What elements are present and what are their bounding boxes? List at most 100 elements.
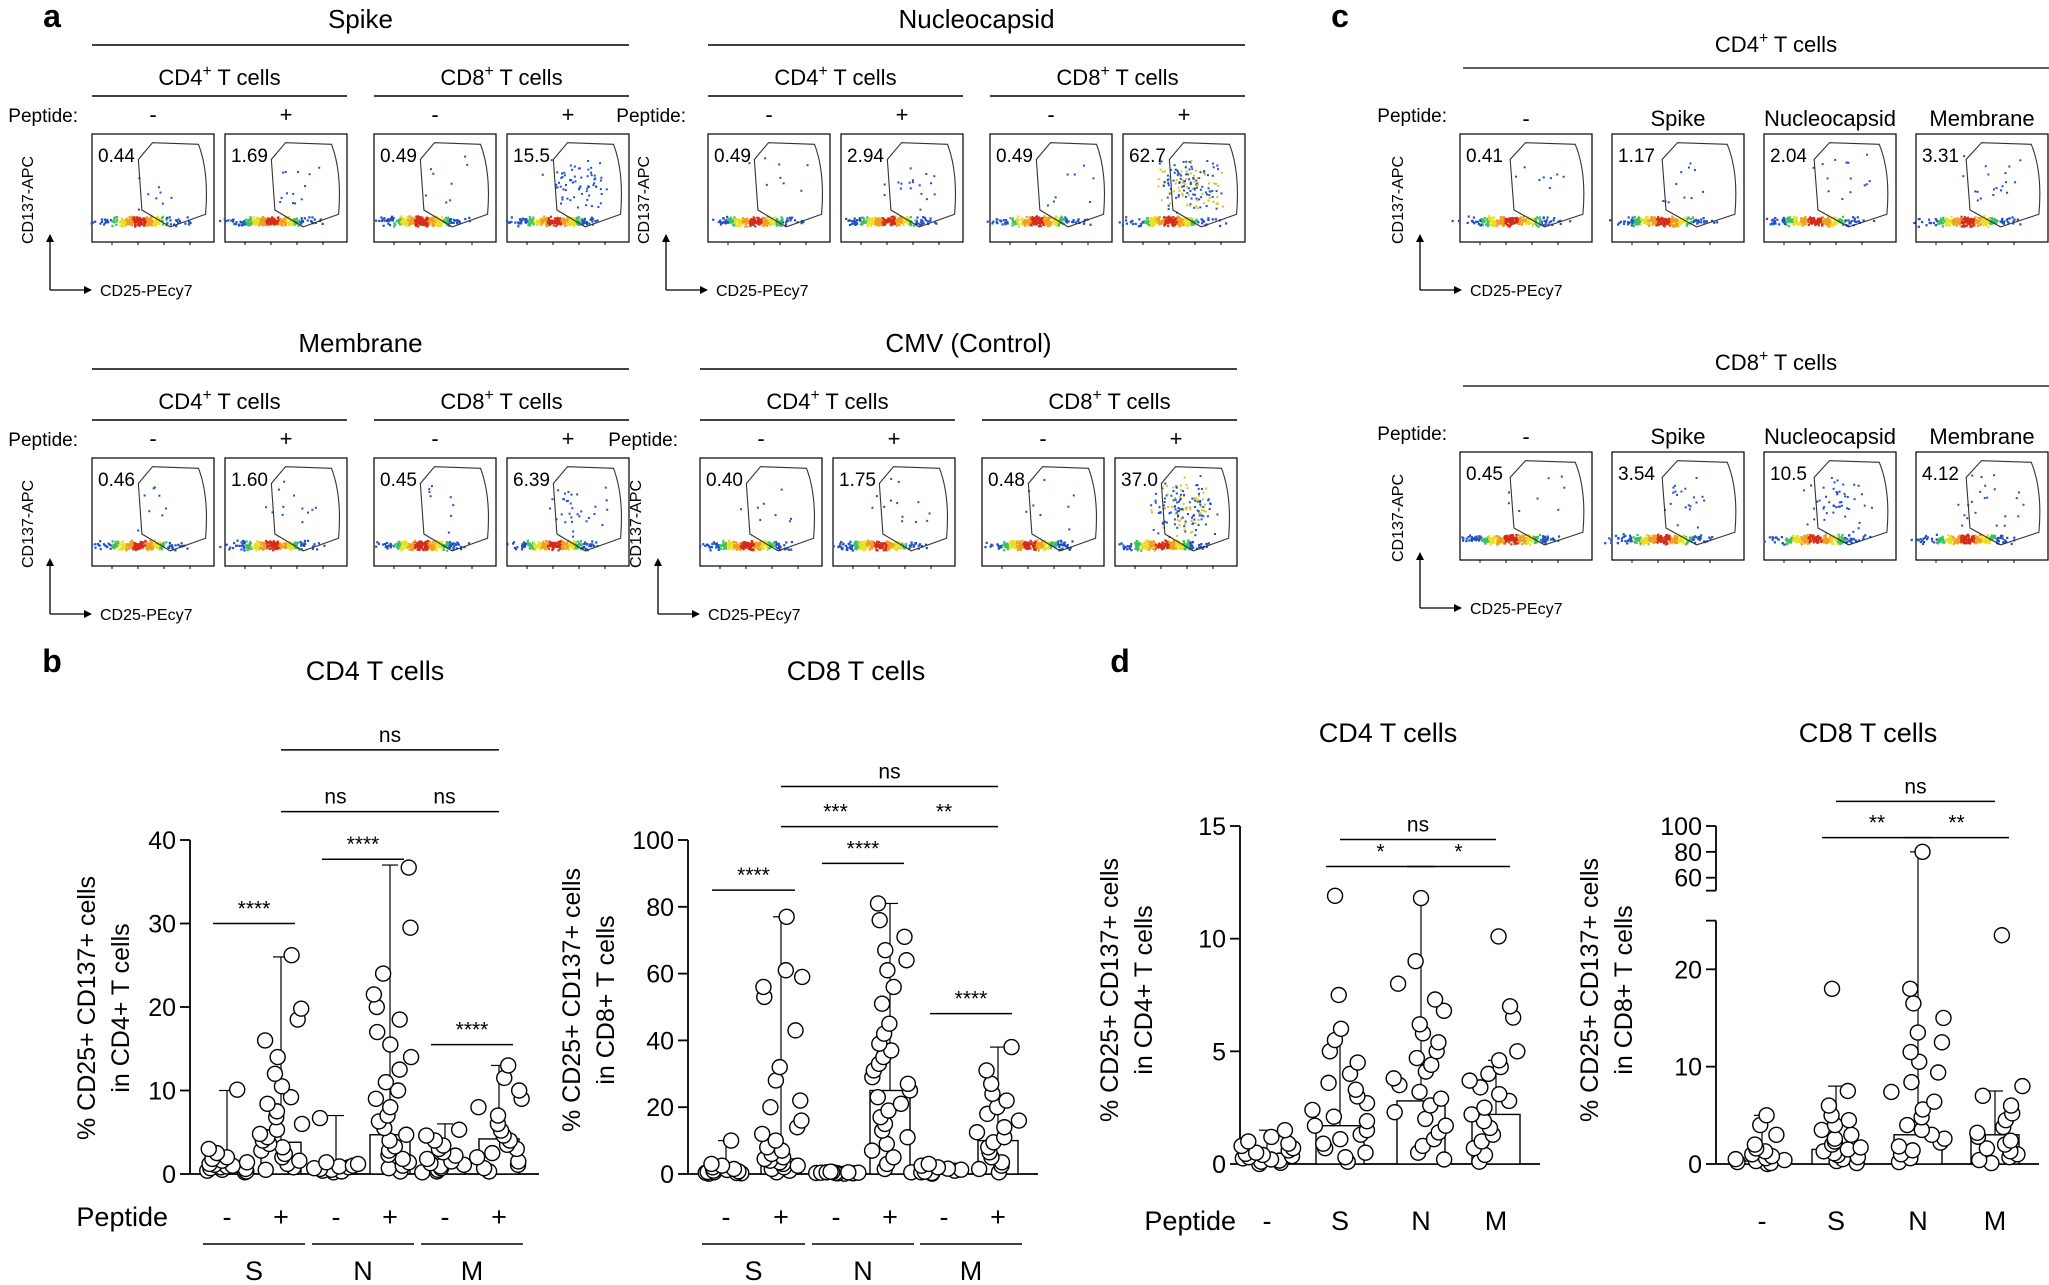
flow-event [563, 547, 566, 550]
flow-event [698, 545, 702, 548]
flow-event [263, 218, 266, 221]
flow-event [880, 218, 883, 221]
flow-event [122, 221, 125, 224]
flow-event [551, 541, 555, 544]
flow-event [136, 220, 139, 224]
flow-event [572, 181, 575, 184]
flow-event [1052, 541, 1055, 544]
flow-event [740, 546, 743, 549]
flow-event [1185, 507, 1188, 510]
flow-event [1061, 217, 1065, 220]
flow-event [839, 545, 843, 548]
flow-event [888, 219, 891, 222]
flow-event [389, 542, 392, 545]
flow-event [1186, 225, 1190, 228]
flow-event [427, 542, 430, 545]
flow-event [383, 219, 386, 222]
flow-event [395, 219, 398, 223]
flow-event [134, 222, 137, 225]
flow-event [1121, 224, 1125, 227]
flow-event [886, 220, 889, 223]
flow-event [761, 221, 764, 224]
flow-event [1050, 222, 1053, 225]
flow-event [892, 215, 895, 218]
flow-event [729, 216, 732, 219]
flow-event [566, 197, 569, 200]
flow-event [261, 541, 264, 544]
flow-event [125, 223, 128, 226]
flow-event [121, 540, 125, 543]
flow-event [1002, 219, 1005, 222]
flow-event [1045, 547, 1048, 550]
flow-event [561, 172, 564, 175]
flow-event [910, 541, 913, 544]
flow-event [575, 216, 578, 219]
flow-event [257, 541, 260, 545]
flow-event [257, 224, 261, 227]
flow-event [551, 548, 554, 552]
flow-event [1158, 511, 1161, 514]
flow-event [791, 216, 794, 219]
flow-event [856, 545, 860, 548]
flow-event [137, 222, 141, 226]
flow-event [606, 508, 609, 511]
flow-event [225, 220, 228, 223]
flow-event [1172, 499, 1175, 502]
flow-event [858, 217, 861, 220]
flow-event [882, 217, 885, 221]
flow-event [458, 221, 462, 224]
flow-event [1182, 502, 1185, 505]
flow-event [1207, 498, 1210, 501]
flow-event [1176, 544, 1179, 548]
flow-event [1178, 217, 1182, 220]
flow-event [416, 546, 420, 549]
flow-event [450, 221, 453, 224]
flow-event [1020, 221, 1024, 224]
flow-event [752, 544, 756, 547]
flow-event [860, 216, 863, 219]
flow-event [1494, 224, 1497, 227]
flow-event [768, 218, 771, 222]
flow-event [766, 224, 769, 227]
flow-event [742, 543, 745, 547]
flow-event [143, 544, 146, 547]
flow-event [409, 218, 412, 221]
flow-event [100, 218, 103, 221]
flow-event [1016, 540, 1019, 543]
flow-event [1035, 217, 1039, 220]
flow-event [1185, 543, 1189, 546]
flow-event [412, 547, 415, 551]
flow-event [103, 218, 106, 221]
flow-event [1025, 510, 1028, 513]
flow-event [411, 546, 415, 549]
flow-event [225, 543, 228, 546]
flow-event [840, 546, 843, 550]
flow-event [1160, 160, 1163, 163]
flow-event [905, 545, 908, 549]
flow-event [760, 545, 763, 548]
flow-event [766, 219, 769, 222]
flow-event [111, 540, 114, 543]
flow-event [763, 219, 766, 222]
flow-event [139, 219, 143, 223]
flow-event [398, 219, 402, 222]
flow-event [1142, 543, 1145, 546]
flow-event [563, 174, 566, 177]
flow-event [593, 182, 596, 185]
flow-event [567, 491, 570, 494]
flow-event [104, 221, 107, 225]
flow-event [529, 219, 532, 223]
flow-event [894, 215, 897, 218]
flow-event [1179, 545, 1182, 548]
flow-event [156, 544, 160, 547]
flow-event [551, 543, 554, 546]
flow-event [310, 219, 313, 223]
flow-event [445, 201, 448, 204]
flow-event [789, 217, 792, 220]
flow-event [566, 216, 569, 219]
flow-event [1151, 220, 1155, 223]
flow-event [294, 202, 297, 205]
gate-percentage: 15.5 [513, 146, 550, 167]
flow-event [860, 540, 863, 544]
